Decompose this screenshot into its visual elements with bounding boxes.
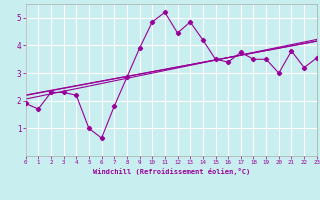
X-axis label: Windchill (Refroidissement éolien,°C): Windchill (Refroidissement éolien,°C) xyxy=(92,168,250,175)
